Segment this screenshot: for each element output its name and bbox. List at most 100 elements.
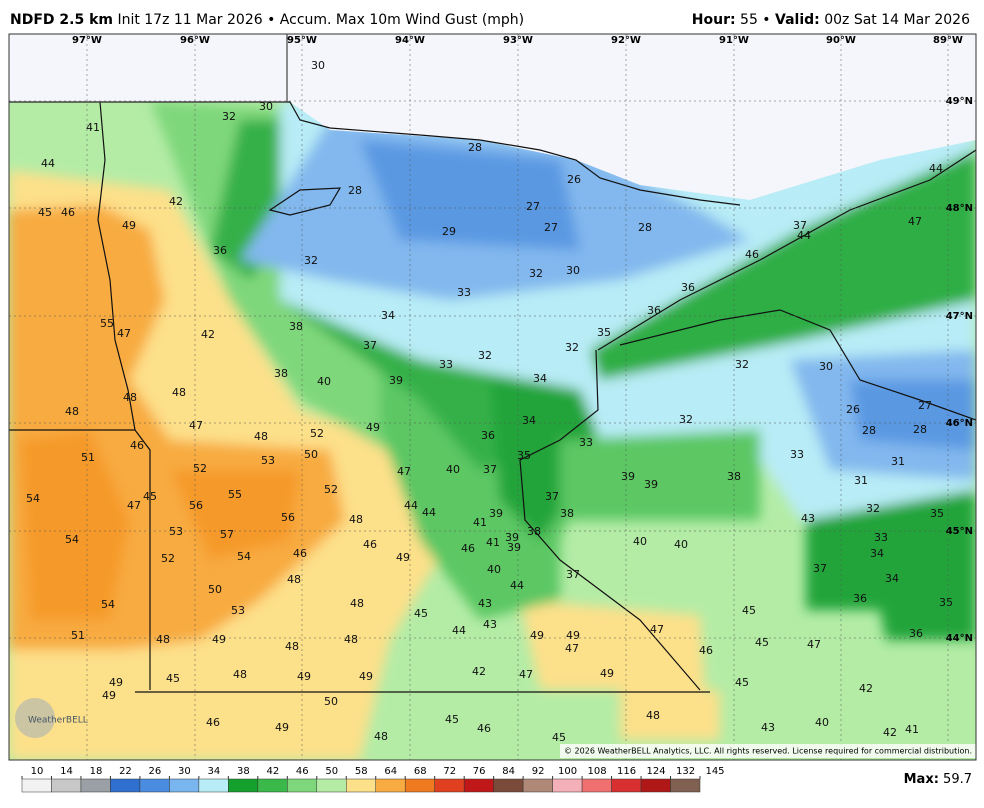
map-value: 41 — [473, 516, 487, 529]
colorbar-tick-label: 18 — [90, 766, 103, 777]
map-value: 46 — [130, 439, 144, 452]
hour: 55 • — [740, 12, 771, 28]
map-value: 55 — [100, 317, 114, 330]
map-value: 45 — [552, 731, 566, 744]
latitude-label: 49°N — [946, 96, 973, 107]
colorbar-cell — [552, 778, 583, 793]
map-value: 36 — [647, 304, 661, 317]
colorbar-cell — [51, 778, 82, 793]
colorbar-tick-label: 76 — [473, 766, 486, 777]
map-value: 49 — [359, 670, 373, 683]
map-value: 46 — [477, 722, 491, 735]
map-value: 44 — [797, 229, 811, 242]
colorbar-cell — [228, 778, 259, 793]
map-value: 50 — [208, 583, 222, 596]
colorbar-tick-label: 10 — [31, 766, 44, 777]
map-value: 31 — [891, 455, 905, 468]
map-value: 45 — [38, 206, 52, 219]
hour-label: Hour: — [692, 12, 736, 28]
colorbar-cell — [169, 778, 200, 793]
copyright: © 2026 WeatherBELL Analytics, LLC. All r… — [564, 747, 972, 756]
map-value: 35 — [517, 449, 531, 462]
map-value: 46 — [293, 547, 307, 560]
map-value: 49 — [275, 721, 289, 734]
colorbar-tick-label: 124 — [646, 766, 665, 777]
map-value: 47 — [807, 638, 821, 651]
map-value: 45 — [755, 636, 769, 649]
map-value: 33 — [579, 436, 593, 449]
map-value: 52 — [193, 462, 207, 475]
map-value: 30 — [819, 360, 833, 373]
map-value: 38 — [274, 367, 288, 380]
map-value: 45 — [742, 604, 756, 617]
map-value: 50 — [304, 448, 318, 461]
colorbar-tick-label: 92 — [532, 766, 545, 777]
map-value: 28 — [468, 141, 482, 154]
map-value: 33 — [790, 448, 804, 461]
colorbar-cell — [522, 778, 553, 793]
colorbar-cell — [404, 778, 435, 793]
map-value: 37 — [483, 463, 497, 476]
header-left: NDFD 2.5 km Init 17z 11 Mar 2026 • Accum… — [10, 12, 524, 28]
map-value: 37 — [363, 339, 377, 352]
map-value: 43 — [483, 618, 497, 631]
map-value: 52 — [310, 427, 324, 440]
header-right: Hour: 55 • Valid: 00z Sat 14 Mar 2026 — [692, 12, 970, 28]
map-value: 47 — [189, 419, 203, 432]
map-value: 44 — [452, 624, 466, 637]
colorbar-tick-label: 145 — [705, 766, 724, 777]
map-value: 43 — [801, 512, 815, 525]
longitude-label: 92°W — [611, 35, 641, 46]
map-value: 44 — [41, 157, 55, 170]
map-value: 40 — [317, 375, 331, 388]
map-value: 32 — [866, 502, 880, 515]
map-value: 40 — [674, 538, 688, 551]
map-value: 46 — [61, 206, 75, 219]
colorbar-cell — [640, 778, 671, 793]
map-value: 34 — [870, 547, 884, 560]
colorbar-cell — [80, 778, 111, 793]
map-value: 43 — [761, 721, 775, 734]
longitude-label: 95°W — [287, 35, 317, 46]
map-value: 28 — [348, 184, 362, 197]
map-value: 42 — [859, 682, 873, 695]
map-value: 36 — [909, 627, 923, 640]
map-value: 42 — [169, 195, 183, 208]
map-value: 39 — [644, 478, 658, 491]
longitude-label: 91°W — [719, 35, 749, 46]
longitude-label: 94°W — [395, 35, 425, 46]
map-value: 35 — [597, 326, 611, 339]
map-value: 41 — [86, 121, 100, 134]
map-value: 44 — [510, 579, 524, 592]
map-value: 48 — [344, 633, 358, 646]
map-value: 32 — [478, 349, 492, 362]
map-value: 44 — [422, 506, 436, 519]
map-value: 47 — [117, 327, 131, 340]
map-value: 53 — [231, 604, 245, 617]
colorbar-tick-label: 46 — [296, 766, 309, 777]
map-value: 46 — [206, 716, 220, 729]
max: Max: 59.7 — [904, 772, 972, 787]
map-value: 47 — [397, 465, 411, 478]
logo-icon — [15, 698, 55, 738]
colorbar-cell — [375, 778, 406, 793]
valid: 00z Sat 14 Mar 2026 — [824, 12, 970, 28]
colorbar-tick-label: 100 — [558, 766, 577, 777]
map-value: 40 — [815, 716, 829, 729]
map-value: 45 — [414, 607, 428, 620]
colorbar-cell — [434, 778, 465, 793]
map-value: 37 — [566, 568, 580, 581]
max-value: 59.7 — [943, 772, 972, 787]
map-value: 36 — [481, 429, 495, 442]
colorbar-cell — [346, 778, 376, 793]
map-value: 30 — [259, 100, 273, 113]
map-value: 30 — [566, 264, 580, 277]
colorbar-cell — [581, 778, 612, 793]
map-value: 56 — [281, 511, 295, 524]
map-value: 47 — [565, 642, 579, 655]
colorbar-cell — [139, 778, 170, 793]
model: NDFD 2.5 km — [10, 12, 113, 28]
graticule — [9, 34, 976, 760]
colorbar-tick-label: 58 — [355, 766, 368, 777]
map-value: 47 — [127, 499, 141, 512]
